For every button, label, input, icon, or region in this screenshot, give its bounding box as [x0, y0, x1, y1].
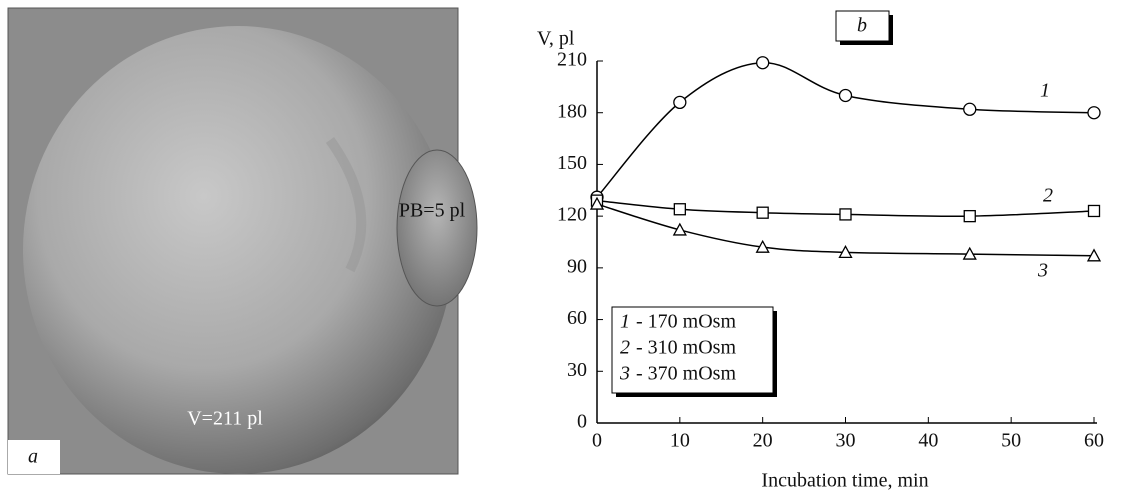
x-tick-label: 10: [670, 430, 690, 452]
legend-name: 3: [619, 363, 630, 385]
x-tick-label: 50: [1001, 430, 1021, 452]
point: [1089, 205, 1100, 216]
y-tick-label: 150: [557, 152, 587, 174]
series-label: 2: [1043, 185, 1053, 207]
legend-name: 1: [620, 311, 630, 333]
x-tick-label: 40: [918, 430, 938, 452]
x-tick-label: 60: [1084, 430, 1104, 452]
point: [757, 207, 768, 218]
legend-label: - 170 mOsm: [636, 311, 736, 333]
point: [840, 89, 852, 101]
series-label: 3: [1037, 260, 1048, 282]
panel-label: b: [857, 15, 867, 37]
volume-label: V=211 pl: [187, 408, 263, 430]
x-tick-label: 20: [753, 430, 773, 452]
x-tick-label: 30: [836, 430, 856, 452]
legend-name: 2: [620, 337, 630, 359]
x-axis-label: Incubation time, min: [761, 470, 928, 492]
legend-label: - 310 mOsm: [636, 337, 736, 359]
polar-body: [397, 150, 477, 306]
x-tick-label: 0: [592, 430, 602, 452]
panel-a: PB=5 pl V=211 pl a: [8, 8, 477, 474]
y-tick-label: 30: [567, 359, 587, 381]
legend-label: - 370 mOsm: [636, 363, 736, 385]
panel-b: b V, pl Incubation time, min 03060901201…: [537, 11, 1104, 492]
point: [757, 57, 769, 69]
point: [840, 209, 851, 220]
y-tick-label: 210: [557, 49, 587, 71]
y-tick-label: 0: [577, 411, 587, 433]
point: [964, 103, 976, 115]
point: [1088, 107, 1100, 119]
y-tick-label: 180: [557, 100, 587, 122]
y-tick-label: 60: [567, 307, 587, 329]
series-line: [597, 63, 1094, 197]
point: [674, 204, 685, 215]
y-tick-label: 90: [567, 255, 587, 277]
y-axis-label: V, pl: [537, 28, 575, 50]
figure: PB=5 pl V=211 pl a b V, pl Incubation ti…: [0, 0, 1130, 494]
y-tick-label: 120: [557, 204, 587, 226]
page: PB=5 pl V=211 pl a b V, pl Incubation ti…: [0, 0, 1130, 494]
pb-label: PB=5 pl: [399, 200, 466, 222]
point: [964, 211, 975, 222]
series-label: 1: [1040, 80, 1050, 102]
point: [674, 96, 686, 108]
panel-tag: a: [28, 446, 38, 468]
